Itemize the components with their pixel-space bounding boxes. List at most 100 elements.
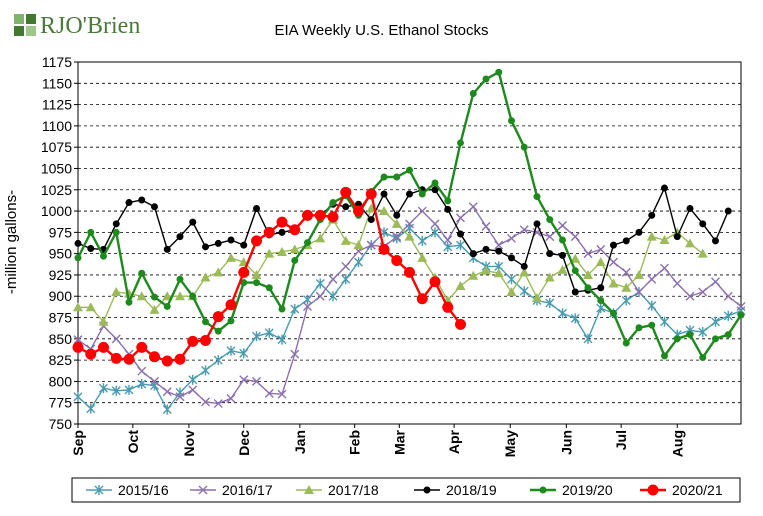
point-2015/16 — [315, 278, 325, 289]
point-2015/16 — [137, 378, 147, 389]
x-tick-label: Apr — [446, 429, 462, 454]
point-2018/19 — [112, 220, 120, 228]
point-2019/20 — [737, 311, 745, 319]
point-2018/19 — [546, 250, 554, 258]
point-2015/16 — [430, 227, 440, 238]
point-2015/16 — [226, 345, 236, 356]
point-2017/18 — [162, 291, 173, 301]
point-2016/17 — [494, 240, 504, 250]
point-2018/19 — [253, 205, 260, 213]
point-2017/18 — [289, 244, 300, 254]
x-axis: Sep Oct Nov Dec Jan Feb Mar Apr May Jun Jul Aug — [70, 424, 685, 457]
point-2015/16 — [354, 257, 363, 268]
y-tick-label: 850 — [49, 331, 73, 347]
point-2015/16 — [341, 274, 351, 285]
point-2018/19 — [661, 184, 668, 192]
point-2017/18 — [506, 286, 517, 296]
point-2020/21 — [187, 335, 199, 347]
point-2018/19 — [482, 245, 490, 253]
point-2019/20 — [520, 143, 528, 151]
point-2016/17 — [711, 277, 720, 287]
point-2015/16 — [456, 240, 465, 251]
point-2016/17 — [277, 389, 287, 399]
point-2020/21 — [416, 293, 428, 305]
point-2016/17 — [468, 202, 478, 212]
point-2018/19 — [559, 251, 566, 259]
point-2019/20 — [597, 296, 605, 304]
point-2020/21 — [455, 318, 466, 330]
point-2019/20 — [418, 190, 426, 198]
y-tick-label: 875 — [49, 310, 73, 326]
series-2018/19 — [74, 184, 732, 296]
point-2018/19 — [151, 203, 158, 211]
point-2019/20 — [559, 236, 566, 244]
point-2015/16 — [417, 235, 427, 246]
legend-label: 2015/16 — [118, 482, 169, 498]
point-2019/20 — [189, 292, 197, 300]
point-2017/18 — [659, 235, 670, 245]
legend-box — [71, 477, 741, 503]
y-tick-label: 1050 — [41, 160, 72, 176]
x-tick-label: Feb — [347, 430, 363, 455]
point-2019/20 — [214, 327, 222, 335]
point-2015/16 — [558, 308, 567, 319]
point-2020/21 — [225, 299, 237, 311]
point-2016/17 — [111, 334, 121, 344]
point-2018/19 — [597, 284, 605, 292]
x-tick-label: Dec — [236, 430, 252, 456]
point-2018/19 — [227, 236, 235, 244]
point-2017/18 — [277, 246, 287, 256]
y-tick-label: 925 — [49, 267, 73, 283]
point-2017/18 — [264, 248, 275, 258]
point-2016/17 — [392, 232, 402, 242]
point-2019/20 — [686, 331, 694, 339]
point-2016/17 — [264, 388, 274, 398]
point-2018/19 — [431, 186, 439, 194]
point-2020/21 — [174, 353, 186, 365]
y-tick-label: 1000 — [41, 203, 72, 219]
x-tick-label: Oct — [125, 430, 141, 454]
point-2020/21 — [161, 355, 173, 367]
point-2017/18 — [226, 252, 236, 262]
point-2020/21 — [391, 254, 403, 266]
point-2016/17 — [137, 366, 147, 376]
point-2017/18 — [519, 267, 530, 277]
point-2015/16 — [213, 355, 223, 366]
point-2018/19 — [520, 262, 528, 270]
point-2016/17 — [723, 291, 733, 301]
point-2016/17 — [545, 232, 555, 242]
point-2017/18 — [672, 227, 683, 237]
point-2016/17 — [660, 263, 669, 273]
point-2016/17 — [736, 301, 746, 311]
point-2019/20 — [125, 298, 133, 306]
x-tick-label: Jul — [613, 430, 629, 450]
x-tick-label: Sep — [70, 430, 86, 456]
point-2019/20 — [253, 279, 260, 287]
point-2015/16 — [621, 295, 631, 306]
point-2017/18 — [315, 233, 326, 243]
point-2018/19 — [342, 203, 350, 211]
point-2016/17 — [73, 335, 83, 345]
point-2019/20 — [457, 139, 464, 147]
point-2018/19 — [202, 243, 209, 251]
point-2019/20 — [265, 284, 273, 292]
point-2017/18 — [136, 291, 147, 301]
point-2016/17 — [252, 376, 261, 386]
y-tick-label: 975 — [49, 224, 73, 240]
point-2018/19 — [163, 245, 171, 253]
series-2016/17 — [73, 202, 746, 409]
point-2020/21 — [429, 276, 441, 288]
point-2017/18 — [111, 286, 122, 296]
point-2018/19 — [686, 205, 694, 213]
point-2017/18 — [608, 278, 619, 288]
point-2015/16 — [124, 384, 134, 395]
y-tick-label: 825 — [49, 352, 73, 368]
point-2016/17 — [698, 287, 708, 297]
y-tick-label: 900 — [49, 288, 73, 304]
legend-label: 2018/19 — [446, 482, 497, 498]
y-tick-label: 1075 — [41, 139, 72, 155]
point-2015/16 — [99, 383, 108, 394]
point-2017/18 — [251, 269, 262, 279]
point-2015/16 — [239, 348, 249, 359]
